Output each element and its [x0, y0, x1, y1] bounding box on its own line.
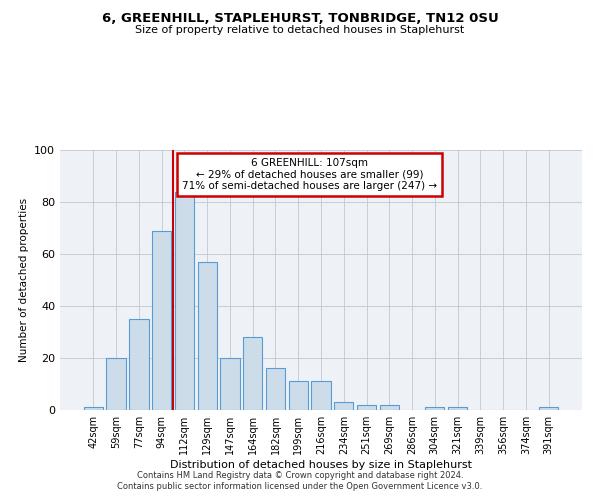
Bar	[380, 405, 399, 410]
Bar	[425, 408, 445, 410]
Bar	[106, 358, 126, 410]
X-axis label: Distribution of detached houses by size in Staplehurst: Distribution of detached houses by size …	[170, 460, 472, 470]
Bar	[175, 192, 194, 410]
Text: Contains HM Land Registry data © Crown copyright and database right 2024.: Contains HM Land Registry data © Crown c…	[137, 471, 463, 480]
Bar	[243, 337, 262, 410]
Bar	[152, 230, 172, 410]
Text: 6, GREENHILL, STAPLEHURST, TONBRIDGE, TN12 0SU: 6, GREENHILL, STAPLEHURST, TONBRIDGE, TN…	[101, 12, 499, 26]
Bar	[197, 262, 217, 410]
Bar	[448, 408, 467, 410]
Bar	[266, 368, 285, 410]
Bar	[539, 408, 558, 410]
Bar	[220, 358, 239, 410]
Bar	[84, 408, 103, 410]
Bar	[289, 382, 308, 410]
Bar	[357, 405, 376, 410]
Bar	[311, 382, 331, 410]
Bar	[334, 402, 353, 410]
Y-axis label: Number of detached properties: Number of detached properties	[19, 198, 29, 362]
Bar	[129, 319, 149, 410]
Text: Contains public sector information licensed under the Open Government Licence v3: Contains public sector information licen…	[118, 482, 482, 491]
Text: 6 GREENHILL: 107sqm
← 29% of detached houses are smaller (99)
71% of semi-detach: 6 GREENHILL: 107sqm ← 29% of detached ho…	[182, 158, 437, 191]
Text: Size of property relative to detached houses in Staplehurst: Size of property relative to detached ho…	[136, 25, 464, 35]
